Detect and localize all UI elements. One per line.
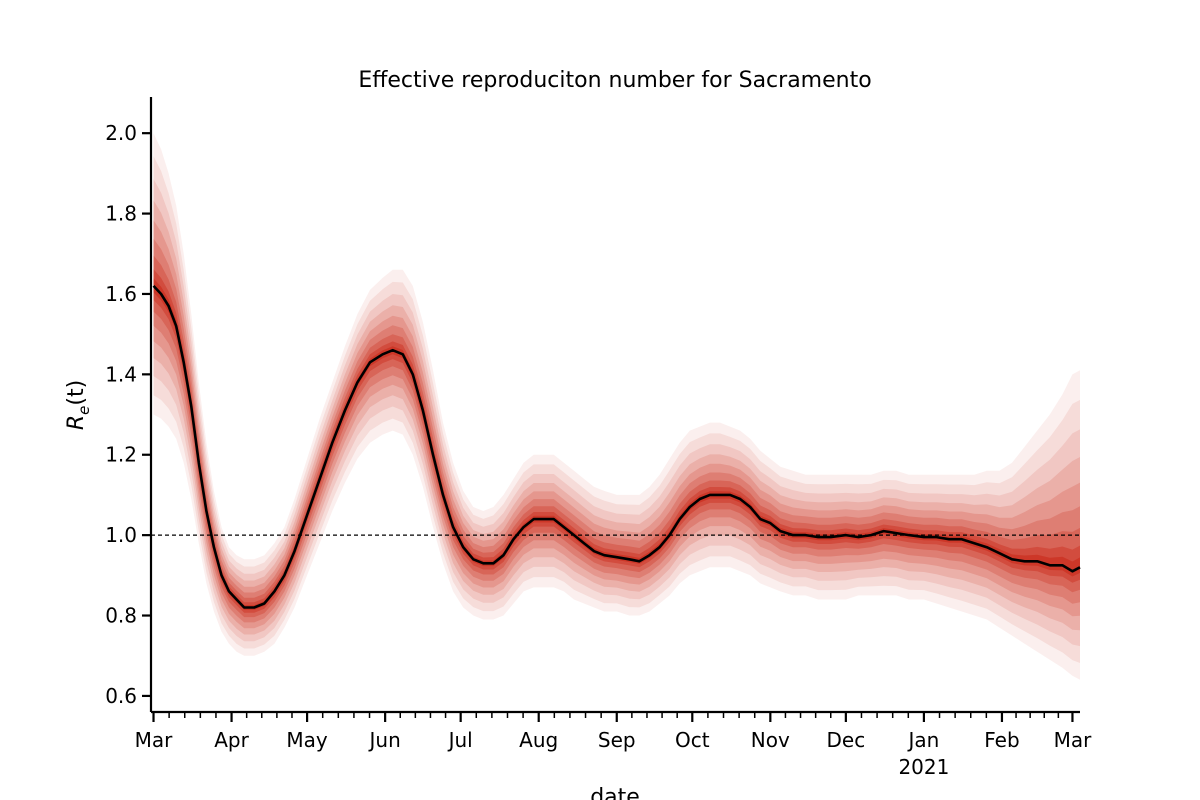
year-label: 2021 <box>898 755 949 779</box>
x-tick-label-2: May <box>286 728 328 752</box>
x-tick-label-12: Mar <box>1054 728 1093 752</box>
y-ticks: 0.6 0.8 1.0 1.2 1.4 1.6 1.8 2.0 <box>105 121 151 708</box>
x-tick-label-1: Apr <box>214 728 249 752</box>
y-tick-label-0.8: 0.8 <box>105 604 137 628</box>
x-tick-label-7: Oct <box>675 728 710 752</box>
y-tick-label-1.0: 1.0 <box>105 523 137 547</box>
x-axis-label: date <box>590 785 640 800</box>
axes <box>149 97 1080 714</box>
y-axis-label: Re(t) <box>64 380 93 430</box>
x-tick-label-3: Jun <box>368 728 401 752</box>
y-tick-label-1.4: 1.4 <box>105 362 137 386</box>
x-tick-label-4: Jul <box>447 728 473 752</box>
band-level-7 <box>153 255 1080 618</box>
x-tick-label-11: Feb <box>984 728 1019 752</box>
band-level-1 <box>153 133 1080 680</box>
band-level-4 <box>153 200 1080 635</box>
x-tick-label-0: Mar <box>135 728 174 752</box>
y-axis-label-sub: e <box>75 406 93 415</box>
x-ticks: Mar Apr May Jun Jul Aug Sep Oct Nov Dec Jan Feb Mar <box>135 712 1092 752</box>
band-level-6 <box>153 238 1080 623</box>
band-level-8 <box>153 269 1080 613</box>
y-tick-label-0.6: 0.6 <box>105 684 137 708</box>
x-tick-label-5: Aug <box>519 728 558 752</box>
x-tick-label-8: Nov <box>751 728 790 752</box>
median-line <box>152 285 1081 609</box>
x-tick-label-10: Jan <box>906 728 939 752</box>
y-tick-label-1.6: 1.6 <box>105 282 137 306</box>
y-tick-label-1.8: 1.8 <box>105 202 137 226</box>
y-axis-label-tail: (t) <box>64 380 89 406</box>
x-tick-label-9: Dec <box>827 728 866 752</box>
uncertainty-bands <box>153 133 1080 680</box>
y-tick-label-2.0: 2.0 <box>105 121 137 145</box>
band-level-3 <box>153 179 1080 647</box>
y-axis-label-base: R <box>64 415 89 430</box>
x-tick-label-6: Sep <box>598 728 636 752</box>
band-level-5 <box>153 220 1080 629</box>
chart-title: Effective reproduciton number for Sacram… <box>358 68 871 93</box>
y-tick-label-1.2: 1.2 <box>105 443 137 467</box>
